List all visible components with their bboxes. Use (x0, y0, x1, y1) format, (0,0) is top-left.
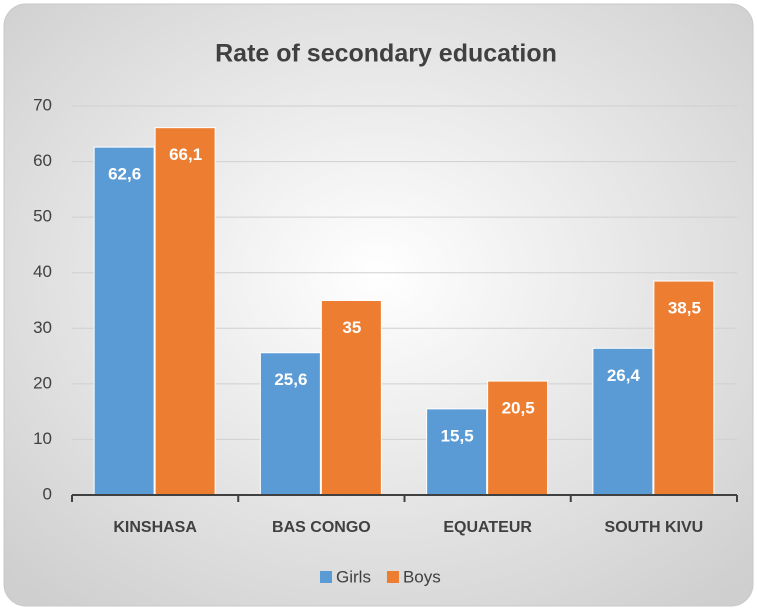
data-label: 15,5 (441, 426, 474, 445)
legend-swatch (320, 571, 332, 583)
x-tick-label: BAS CONGO (272, 519, 371, 536)
x-tick-label: KINSHASA (113, 519, 197, 536)
y-tick-label: 20 (33, 373, 52, 392)
data-label: 26,4 (607, 366, 641, 385)
y-tick-label: 50 (33, 207, 52, 226)
x-tick-label: EQUATEUR (443, 519, 532, 536)
x-tick-label: SOUTH KIVU (605, 519, 704, 536)
y-tick-label: 40 (33, 262, 52, 281)
data-label: 38,5 (668, 299, 701, 318)
data-label: 62,6 (108, 165, 141, 184)
y-tick-label: 30 (33, 318, 52, 337)
legend-swatch (386, 571, 399, 583)
bar (426, 408, 488, 496)
y-tick-label: 70 (33, 95, 52, 114)
bar (320, 300, 382, 496)
bar (154, 127, 216, 496)
legend-label: Boys (403, 567, 441, 586)
data-label: 20,5 (502, 399, 535, 418)
data-label: 66,1 (169, 145, 202, 164)
legend-label: Girls (336, 567, 371, 586)
y-tick-label: 60 (33, 151, 52, 170)
y-tick-label: 10 (33, 429, 52, 448)
bar (93, 146, 155, 496)
bar (592, 347, 654, 496)
data-label: 35 (342, 318, 361, 337)
y-tick-label: 0 (43, 484, 52, 503)
data-label: 25,6 (274, 370, 307, 389)
bar (653, 280, 715, 496)
chart-title: Rate of secondary education (215, 40, 557, 68)
bar (259, 352, 321, 496)
